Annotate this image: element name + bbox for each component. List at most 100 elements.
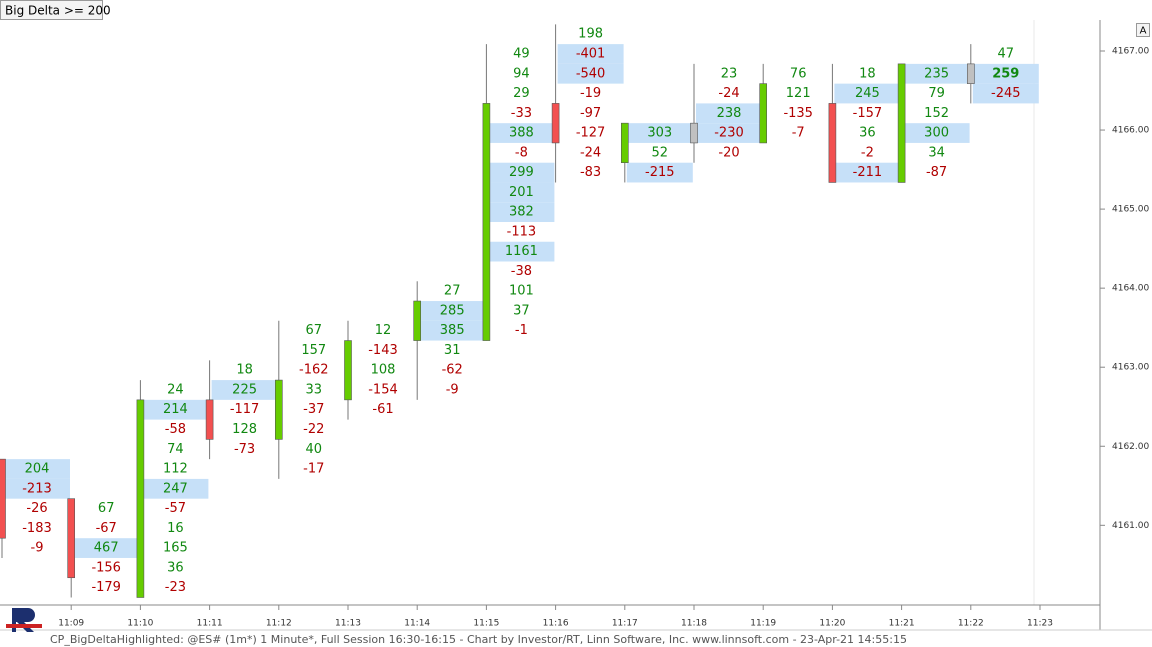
delta-value: -540 xyxy=(576,66,606,81)
delta-value: 40 xyxy=(306,442,323,457)
bar-group: 67 157 -162 33 -37 -22 40 -17 xyxy=(274,320,329,479)
bar-group: 47 259 -245 xyxy=(966,44,1039,104)
delta-value: 101 xyxy=(509,284,534,299)
delta-value: 259 xyxy=(992,66,1019,81)
big-delta-highlight xyxy=(419,301,486,321)
candle-body xyxy=(413,300,422,341)
x-tick-label: 11:14 xyxy=(404,619,430,629)
big-delta-highlight xyxy=(419,320,486,341)
big-delta-highlight xyxy=(903,123,970,143)
delta-value: -2 xyxy=(861,145,874,160)
delta-value: -156 xyxy=(91,560,121,575)
delta-value: 152 xyxy=(924,106,949,121)
big-delta-highlight xyxy=(903,63,970,84)
delta-value: 47 xyxy=(998,46,1015,61)
delta-value: 247 xyxy=(163,481,188,496)
logo-shape xyxy=(12,608,35,632)
delta-value: -24 xyxy=(718,86,739,101)
big-delta-highlight xyxy=(142,478,209,499)
candle-body xyxy=(344,340,352,401)
big-delta-highlight xyxy=(972,63,1039,84)
delta-value: -26 xyxy=(26,501,47,516)
y-tick-label: 4162.00 xyxy=(1112,442,1149,452)
delta-value: -97 xyxy=(580,106,601,121)
bar-group: 24 214 -58 74 112 247 -57 16 165 36 -23 xyxy=(136,380,209,598)
big-delta-highlight xyxy=(972,83,1039,104)
y-tick-label: 4165.00 xyxy=(1112,205,1149,215)
big-delta-highlight xyxy=(557,44,624,64)
delta-value: 49 xyxy=(513,46,530,61)
delta-value: -213 xyxy=(22,481,52,496)
delta-value: 29 xyxy=(513,86,530,101)
delta-value: -61 xyxy=(372,402,393,417)
candle-body xyxy=(966,63,975,84)
delta-value: 94 xyxy=(513,66,530,81)
study-label-box[interactable] xyxy=(0,0,103,20)
corner-button[interactable] xyxy=(1136,23,1150,37)
x-tick-label: 11:17 xyxy=(612,619,638,629)
delta-value: 76 xyxy=(790,66,807,81)
big-delta-highlight xyxy=(488,182,555,203)
delta-value: -57 xyxy=(165,501,186,516)
delta-value: 36 xyxy=(167,560,184,575)
delta-value: 157 xyxy=(301,343,326,358)
delta-value: 18 xyxy=(236,363,253,378)
delta-value: -83 xyxy=(580,165,601,180)
delta-value: 388 xyxy=(509,126,534,141)
x-tick-label: 11:10 xyxy=(127,619,153,629)
candle-body xyxy=(897,63,906,183)
delta-value: 204 xyxy=(25,462,50,477)
delta-value: 108 xyxy=(371,363,396,378)
delta-value: 467 xyxy=(94,541,119,556)
bar-group: 235 79 152 300 34 -87 xyxy=(897,63,970,183)
delta-value: 385 xyxy=(440,323,465,338)
big-delta-highlight xyxy=(4,459,70,479)
bar-group: 303 52 -215 xyxy=(620,122,693,183)
bar-group: 76 121 -135 -7 xyxy=(759,63,813,144)
big-delta-highlight xyxy=(696,123,762,143)
delta-value: 201 xyxy=(509,185,534,200)
delta-value: -33 xyxy=(511,106,532,121)
delta-value: -22 xyxy=(303,422,324,437)
y-tick-label: 4161.00 xyxy=(1112,521,1149,531)
candle-body xyxy=(482,103,491,341)
delta-value: -127 xyxy=(576,126,606,141)
delta-value: -9 xyxy=(31,541,44,556)
bar-group: 198 -401 -540 -19 -97 -127 -24 -83 xyxy=(551,24,624,183)
delta-value: 67 xyxy=(98,501,115,516)
big-delta-highlight xyxy=(488,123,555,143)
delta-value: 299 xyxy=(509,165,534,180)
x-tick-label: 11:16 xyxy=(543,619,569,629)
bar-group: 23 -24 238 -230 -20 xyxy=(690,63,762,163)
candle-body xyxy=(828,103,837,183)
delta-value: 245 xyxy=(855,86,880,101)
big-delta-highlight xyxy=(626,162,693,183)
delta-value: -157 xyxy=(853,106,883,121)
candle-body xyxy=(274,379,283,440)
delta-value: 198 xyxy=(578,27,603,42)
corner-button-label: A xyxy=(1140,26,1147,37)
delta-value: -24 xyxy=(580,145,601,160)
delta-value: -230 xyxy=(714,126,744,141)
delta-value: 31 xyxy=(444,343,461,358)
delta-value: 67 xyxy=(306,323,323,338)
bar-group: 49 94 29 -33 388 -8 299 201 382 -113 1161 -38 101 37 -… xyxy=(482,44,555,341)
delta-value: -19 xyxy=(580,86,601,101)
delta-value: 285 xyxy=(440,303,465,318)
big-delta-highlight xyxy=(488,162,555,183)
big-delta-highlight xyxy=(73,538,140,558)
delta-value: -113 xyxy=(507,224,537,239)
delta-value: -183 xyxy=(22,521,52,536)
delta-value: -17 xyxy=(303,462,324,477)
y-tick-label: 4164.00 xyxy=(1112,284,1149,294)
big-delta-highlight xyxy=(834,83,901,104)
delta-value: -62 xyxy=(442,363,463,378)
delta-value: 165 xyxy=(163,541,188,556)
x-tick-label: 11:15 xyxy=(473,619,499,629)
bar-group: 67 -67 467 -156 -179 xyxy=(67,498,140,598)
delta-value: 16 xyxy=(167,521,184,536)
big-delta-highlight xyxy=(488,241,555,262)
delta-value: 382 xyxy=(509,205,534,220)
